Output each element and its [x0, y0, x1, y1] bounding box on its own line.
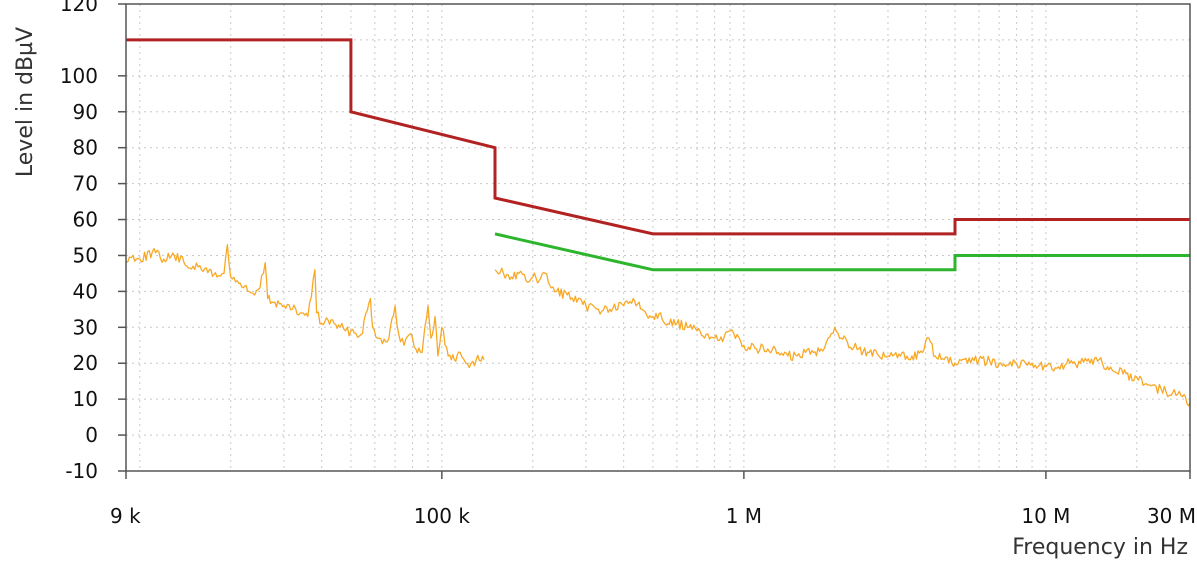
y-tick-label: 30	[73, 315, 98, 339]
y-tick-label: 0	[85, 423, 98, 447]
y-tick-label: 100	[60, 64, 98, 88]
measured-spectrum-trace	[125, 244, 1191, 407]
x-tick-label: 30 M	[1147, 504, 1196, 528]
x-tick-label: 100 k	[414, 504, 471, 528]
x-axis-label: Frequency in Hz	[1012, 535, 1188, 560]
y-tick-label: 120	[60, 0, 98, 16]
y-tick-label: 60	[73, 208, 98, 232]
y-tick-label: 90	[73, 100, 98, 124]
x-axis-ticks: 9 k 100 k 1 M 10 M 30 M	[110, 471, 1196, 528]
limit-line-red	[126, 38, 1190, 236]
y-axis-label: Level in dBµV	[13, 27, 38, 177]
y-tick-label: 20	[73, 351, 98, 375]
x-tick-label: 1 M	[726, 504, 762, 528]
y-tick-label: 80	[73, 136, 98, 160]
y-tick-label: 10	[73, 387, 98, 411]
y-tick-label: 50	[73, 243, 98, 267]
grid-lines	[126, 4, 1190, 471]
x-tick-label: 9 k	[110, 504, 141, 528]
plot-frame	[125, 3, 1191, 472]
y-axis-ticks: -10 0 10 20 30 40 50 60 70 80 90 100 120	[60, 0, 126, 483]
limit-line-green	[494, 232, 1190, 272]
y-tick-label: 40	[73, 279, 98, 303]
x-tick-label: 10 M	[1021, 504, 1070, 528]
series-lines	[125, 38, 1191, 407]
y-tick-label: -10	[65, 459, 98, 483]
y-tick-label: 70	[73, 172, 98, 196]
